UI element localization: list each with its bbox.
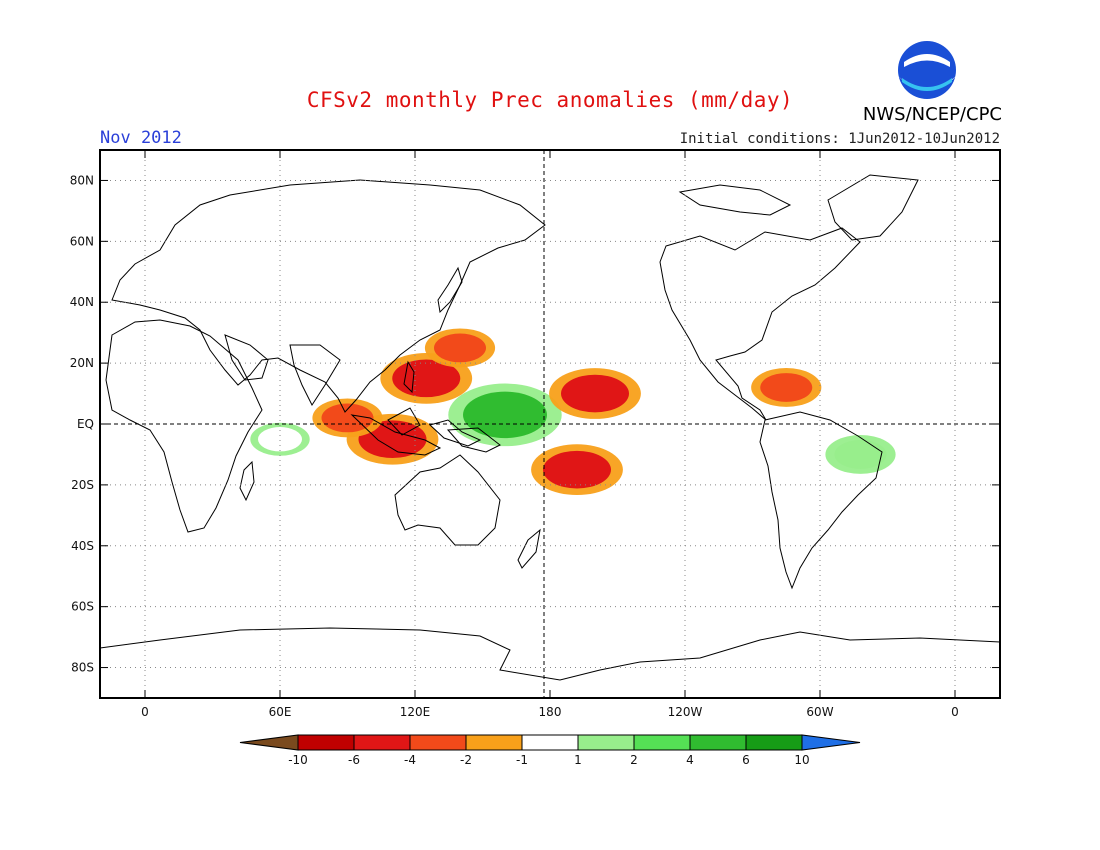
lon-tick-label: 120W <box>668 705 703 719</box>
noaa-logo <box>898 41 956 99</box>
antarctica-coastline <box>100 627 1000 681</box>
figure-title: CFSv2 monthly Prec anomalies (mm/day) <box>306 88 794 112</box>
colorbar-segment <box>465 734 523 751</box>
australia-coastline <box>394 454 501 546</box>
axis-ticks: 80N 60N 40N 20N EQ 20S 40S 60S 80S 0 60E 120E 180 120… <box>70 150 1000 719</box>
valid-month-label: Nov 2012 <box>100 128 182 148</box>
colorbar-label: 4 <box>686 753 694 767</box>
eurasia-coastline <box>111 179 546 413</box>
colorbar-label: -1 <box>516 753 528 767</box>
anomaly-core <box>392 359 461 398</box>
anomaly-core <box>543 450 611 489</box>
india-coastline <box>289 344 341 407</box>
indonesia-coastline <box>350 407 482 456</box>
colorbar-segment <box>745 734 803 751</box>
colorbar-label: 2 <box>630 753 638 767</box>
colorbar-segment <box>353 734 411 751</box>
anomaly-core <box>258 427 302 452</box>
arctic-islands-coastline <box>678 184 792 216</box>
anomaly-core <box>434 333 486 363</box>
graticule <box>100 150 1000 698</box>
colorbar-label: -6 <box>348 753 360 767</box>
lat-tick-label: 60N <box>70 234 94 248</box>
greenland-coastline <box>827 174 919 241</box>
colorbar-label: -2 <box>460 753 472 767</box>
colorbar-segment <box>577 734 635 751</box>
lon-tick-label: 60E <box>269 705 292 719</box>
anomaly-core <box>321 403 374 433</box>
south-america-coastline <box>759 411 883 590</box>
lat-tick-label: 60S <box>71 600 94 614</box>
colorbar-segment <box>297 734 355 751</box>
lon-tick-label: 60W <box>806 705 833 719</box>
colorbar-label: 6 <box>742 753 750 767</box>
lon-tick-label: 0 <box>141 705 149 719</box>
colorbar-segment <box>521 734 579 751</box>
anomaly-core <box>463 391 547 439</box>
colorbar-label: 10 <box>794 753 809 767</box>
colorbar-segment <box>633 734 691 751</box>
colorbar-label: -4 <box>404 753 416 767</box>
coastlines <box>100 174 1000 681</box>
colorbar-segment <box>409 734 467 751</box>
colorbar: -10 -6 -4 -2 -1 1 2 4 6 10 <box>239 734 861 767</box>
colorbar-high-arrow <box>801 734 861 751</box>
anomaly-layer <box>250 328 896 496</box>
japan-coastline <box>437 266 463 314</box>
anomaly-core <box>561 374 629 413</box>
lon-tick-label: 180 <box>539 705 562 719</box>
new-zealand-coastline <box>517 528 541 569</box>
colorbar-label: 1 <box>574 753 582 767</box>
lat-tick-label: 80S <box>71 661 94 675</box>
colorbar-low-arrow <box>239 734 299 751</box>
lon-tick-label: 120E <box>400 705 431 719</box>
colorbar-segment <box>689 734 747 751</box>
lon-tick-label: 0 <box>951 705 959 719</box>
colorbar-label: -10 <box>288 753 308 767</box>
africa-coastline <box>105 319 263 533</box>
lat-tick-label: 80N <box>70 173 94 187</box>
north-america-coastline <box>659 227 861 421</box>
anomaly-core <box>358 420 427 459</box>
lat-tick-label: 40N <box>70 295 94 309</box>
initial-conditions-label: Initial conditions: 1Jun2012-10Jun2012 <box>679 131 1000 147</box>
lat-tick-label: EQ <box>77 417 94 431</box>
lat-tick-label: 40S <box>71 539 94 553</box>
organization-label: NWS/NCEP/CPC <box>862 104 1002 125</box>
new-guinea-coastline <box>446 427 501 453</box>
philippines-coastline <box>403 360 415 394</box>
anomaly-core <box>834 440 887 469</box>
arabia-coastline <box>224 334 269 381</box>
lat-tick-label: 20N <box>70 356 94 370</box>
anomaly-core <box>760 373 813 402</box>
lat-tick-label: 20S <box>71 478 94 492</box>
